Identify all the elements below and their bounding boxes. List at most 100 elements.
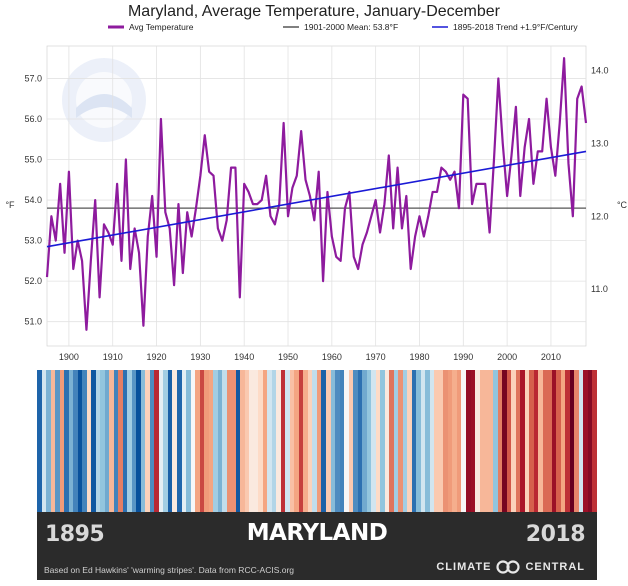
warming-stripe xyxy=(348,370,354,512)
y-tick-label-left: 54.0 xyxy=(24,195,42,205)
warming-stripe xyxy=(497,370,503,512)
warming-stripe xyxy=(271,370,277,512)
warming-stripe xyxy=(172,370,177,512)
warming-stripe xyxy=(249,370,254,512)
warming-stripe xyxy=(484,370,489,512)
warming-stripe xyxy=(529,370,534,512)
warming-stripe xyxy=(344,370,349,512)
stripes-credit: Based on Ed Hawkins' 'warming stripes'. … xyxy=(44,565,295,575)
warming-stripe xyxy=(280,370,286,512)
warming-stripe xyxy=(429,370,435,512)
y-tick-label-left: 56.0 xyxy=(24,114,42,124)
warming-stripe xyxy=(118,370,123,512)
warming-stripe xyxy=(565,370,570,512)
warming-stripe xyxy=(100,370,105,512)
warming-stripe xyxy=(68,370,74,512)
warming-stripe xyxy=(50,370,56,512)
warming-stripe xyxy=(592,370,597,512)
warming-stripe xyxy=(86,370,92,512)
warming-stripe xyxy=(77,370,83,512)
chart-canvas: Maryland, Average Temperature, January-D… xyxy=(5,3,628,362)
warming-stripe xyxy=(149,370,155,512)
warming-stripes-band xyxy=(37,370,597,512)
warming-stripe xyxy=(533,370,539,512)
warming-stripe xyxy=(208,370,214,512)
warming-stripe xyxy=(416,370,421,512)
warming-stripe xyxy=(294,370,299,512)
warming-stripe xyxy=(158,370,164,512)
warming-stripe xyxy=(560,370,566,512)
warming-stripe xyxy=(452,370,457,512)
brand-right-text: CENTRAL xyxy=(525,561,585,573)
trend-layer xyxy=(46,150,587,248)
warming-stripe xyxy=(64,370,69,512)
warming-stripe xyxy=(95,370,101,512)
warming-stripe xyxy=(375,370,381,512)
warming-stripe xyxy=(136,370,141,512)
x-tick-label: 1900 xyxy=(59,352,79,362)
warming-stripe xyxy=(82,370,87,512)
warming-stripe xyxy=(366,370,372,512)
plot-frame xyxy=(46,45,587,347)
warming-stripe xyxy=(587,370,593,512)
warming-stripe xyxy=(181,370,187,512)
warming-stripe xyxy=(438,370,444,512)
warming-stripe xyxy=(475,370,480,512)
warming-stripe xyxy=(122,370,128,512)
warming-stripe xyxy=(131,370,137,512)
warming-stripe xyxy=(235,370,241,512)
warming-stripe xyxy=(524,370,530,512)
y-axis-label-right: °C xyxy=(617,200,628,210)
warming-stripe xyxy=(371,370,376,512)
warming-stripe xyxy=(335,370,340,512)
warming-stripe xyxy=(380,370,385,512)
legend-label: 1895-2018 Trend +1.9°F/Century xyxy=(453,22,578,32)
y-tick-label-right: 11.0 xyxy=(591,284,608,294)
warming-stripe xyxy=(167,370,173,512)
warming-stripe xyxy=(231,370,236,512)
warming-stripe xyxy=(113,370,119,512)
warming-stripe xyxy=(502,370,507,512)
warming-stripe xyxy=(267,370,272,512)
warming-stripe xyxy=(140,370,146,512)
warming-stripe xyxy=(493,370,498,512)
warming-stripe xyxy=(411,370,417,512)
warming-stripe xyxy=(303,370,308,512)
warming-stripe xyxy=(357,370,363,512)
series-layer xyxy=(45,57,588,331)
warming-stripes-panel: 1895 MARYLAND 2018 Based on Ed Hawkins' … xyxy=(37,370,597,580)
chart-axes: 51.0 52.0 53.0 54.0 55.0 56.0 57.0 11.0 12.0 13.0… xyxy=(24,65,608,362)
x-tick-label: 1960 xyxy=(322,352,342,362)
x-tick-label: 1940 xyxy=(234,352,254,362)
warming-stripe xyxy=(330,370,336,512)
x-tick-label: 1980 xyxy=(409,352,429,362)
legend-label: Avg Temperature xyxy=(129,22,194,32)
warming-stripe xyxy=(578,370,584,512)
warming-stripe xyxy=(420,370,426,512)
warming-stripe xyxy=(547,370,552,512)
warming-stripe xyxy=(321,370,326,512)
stripes-end-year: 2018 xyxy=(525,522,586,547)
warming-stripe xyxy=(307,370,313,512)
chart-title: Maryland, Average Temperature, January-D… xyxy=(128,3,501,20)
warming-stripe xyxy=(109,370,114,512)
x-tick-label: 1990 xyxy=(453,352,473,362)
warming-stripe xyxy=(176,370,182,512)
x-tick-label: 1910 xyxy=(103,352,123,362)
warming-stripe xyxy=(569,370,575,512)
temperature-chart: Maryland, Average Temperature, January-D… xyxy=(5,3,628,362)
warming-stripe xyxy=(506,370,512,512)
warming-stripe xyxy=(285,370,290,512)
warming-stripe xyxy=(542,370,548,512)
warming-stripe xyxy=(258,370,263,512)
warming-stripe xyxy=(511,370,516,512)
warming-stripe xyxy=(384,370,390,512)
warming-stripe xyxy=(479,370,485,512)
warming-stripe xyxy=(163,370,168,512)
warming-stripe xyxy=(213,370,218,512)
warming-stripe xyxy=(204,370,209,512)
warming-stripe xyxy=(186,370,191,512)
x-tick-label: 1920 xyxy=(147,352,167,362)
x-tick-label: 1950 xyxy=(278,352,298,362)
warming-stripe xyxy=(434,370,439,512)
